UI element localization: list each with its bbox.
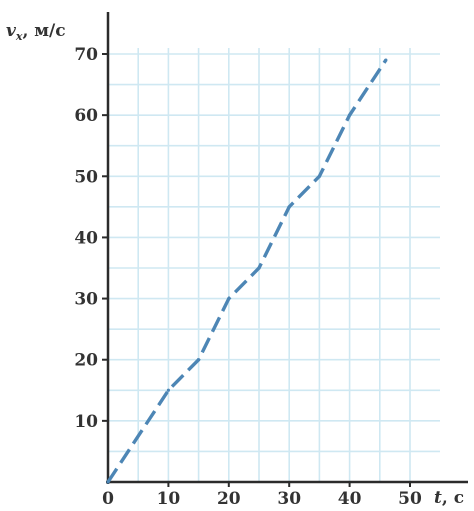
y-tick-label: 30	[74, 290, 98, 310]
data-point	[348, 113, 352, 117]
x-tick-label: 30	[277, 489, 301, 509]
y-axis-label-subscript: x	[15, 30, 23, 43]
data-point	[287, 205, 291, 209]
series-line	[106, 59, 388, 483]
series	[106, 58, 388, 484]
x-tick-label: 40	[338, 489, 362, 509]
data-point	[227, 296, 231, 301]
tick-labels: 10 20 30 40 50 60 70 0 10 20 30 40 50	[74, 45, 422, 509]
x-axis-label: t, с	[434, 488, 464, 508]
y-tick-label: 40	[74, 228, 98, 248]
y-tick-label: 50	[74, 167, 98, 187]
data-point	[106, 480, 110, 484]
x-tick-label: 20	[217, 489, 241, 509]
data-point	[197, 358, 201, 362]
y-axis-label-unit: , м/с	[22, 21, 65, 41]
y-tick-label: 20	[74, 351, 98, 371]
x-tick-label: 0	[102, 489, 114, 509]
axes	[106, 12, 468, 484]
x-tick-label: 10	[157, 489, 181, 509]
y-axis-label-symbol: v	[6, 21, 17, 41]
x-axis-label-symbol: t	[434, 488, 442, 508]
y-tick-label: 10	[74, 412, 98, 432]
y-axis-label: vx, м/с	[6, 21, 66, 43]
data-point	[384, 58, 388, 62]
data-point	[257, 266, 261, 270]
y-tick-label: 60	[74, 106, 98, 126]
y-tick-label: 70	[74, 45, 98, 65]
x-tick-label: 50	[398, 489, 422, 509]
data-point	[166, 388, 170, 392]
grid	[108, 48, 440, 482]
x-axis-label-unit: , с	[442, 488, 464, 508]
data-point	[317, 174, 321, 178]
